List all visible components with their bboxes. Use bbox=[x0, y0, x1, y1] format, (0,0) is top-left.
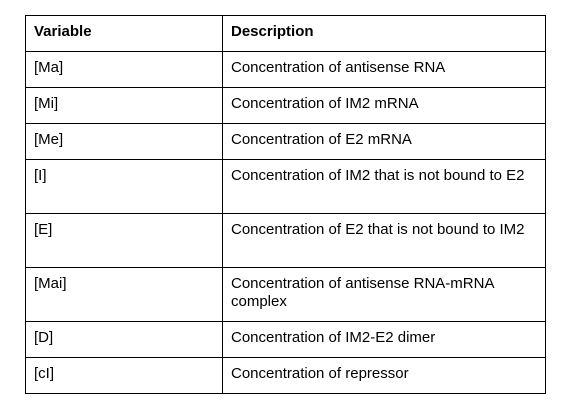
description-cell: Concentration of repressor bbox=[222, 357, 546, 394]
description-cell: Concentration of IM2-E2 dimer bbox=[222, 321, 546, 358]
header-variable: Variable bbox=[25, 15, 223, 52]
description-cell: Concentration of E2 mRNA bbox=[222, 123, 546, 160]
table-header-row: Variable Description bbox=[25, 15, 546, 52]
table-row: [Mi] Concentration of IM2 mRNA bbox=[25, 87, 546, 124]
variable-cell: [Mi] bbox=[25, 87, 223, 124]
table-row: [cI] Concentration of repressor bbox=[25, 357, 546, 394]
variable-cell: [E] bbox=[25, 213, 223, 268]
table-row: [Me] Concentration of E2 mRNA bbox=[25, 123, 546, 160]
variable-cell: [Me] bbox=[25, 123, 223, 160]
variable-cell: [cI] bbox=[25, 357, 223, 394]
table-row: [Ma] Concentration of antisense RNA bbox=[25, 51, 546, 88]
description-cell: Concentration of antisense RNA bbox=[222, 51, 546, 88]
header-description: Description bbox=[222, 15, 546, 52]
description-cell: Concentration of IM2 mRNA bbox=[222, 87, 546, 124]
variable-cell: [Mai] bbox=[25, 267, 223, 322]
variable-cell: [I] bbox=[25, 159, 223, 214]
description-cell: Concentration of E2 that is not bound to… bbox=[222, 213, 546, 268]
table-row: [D] Concentration of IM2-E2 dimer bbox=[25, 321, 546, 358]
description-cell: Concentration of antisense RNA-mRNA comp… bbox=[222, 267, 546, 322]
description-cell: Concentration of IM2 that is not bound t… bbox=[222, 159, 546, 214]
table-row: [I] Concentration of IM2 that is not bou… bbox=[25, 159, 546, 214]
table-row: [Mai] Concentration of antisense RNA-mRN… bbox=[25, 267, 546, 322]
table-row: [E] Concentration of E2 that is not boun… bbox=[25, 213, 546, 268]
variable-cell: [D] bbox=[25, 321, 223, 358]
variables-table: Variable Description [Ma] Concentration … bbox=[25, 15, 546, 394]
variable-cell: [Ma] bbox=[25, 51, 223, 88]
